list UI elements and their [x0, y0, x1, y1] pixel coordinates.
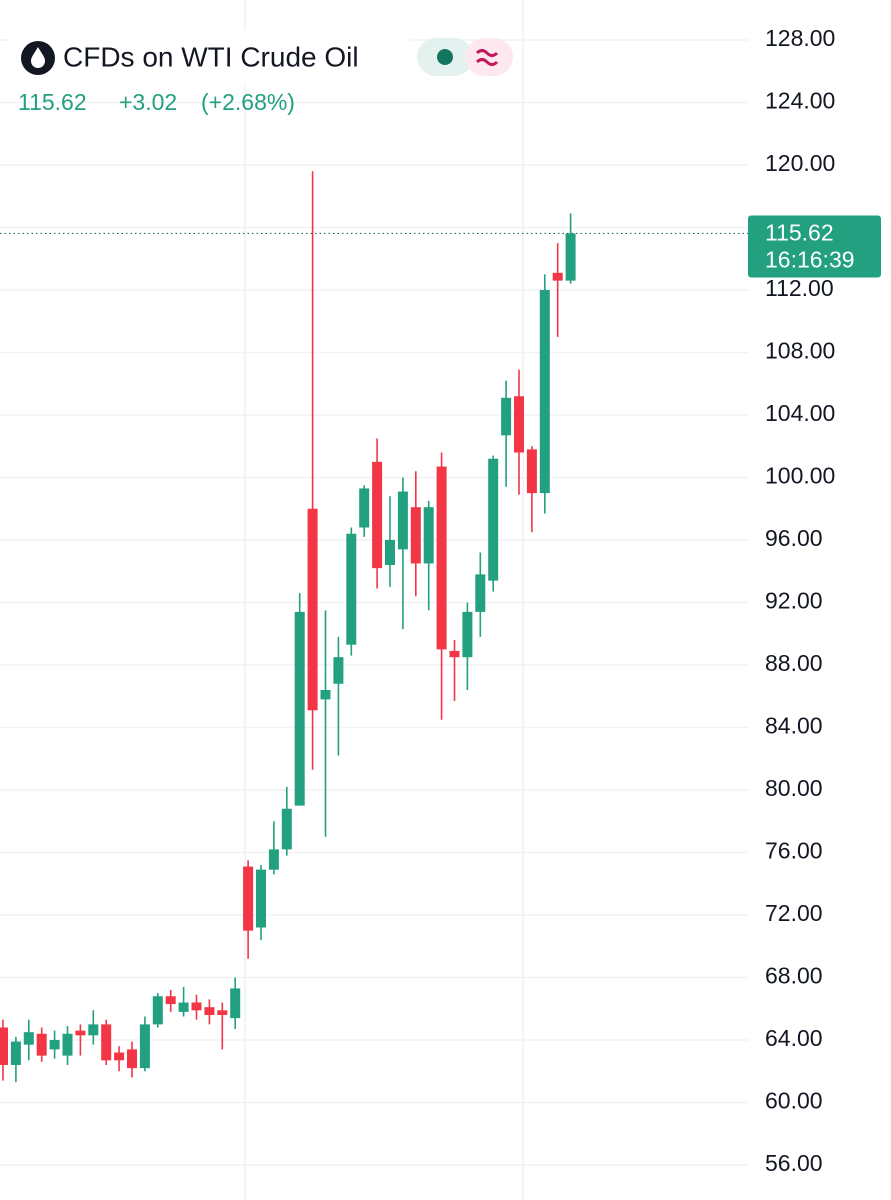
candle-body [268, 849, 279, 870]
candle-body [152, 996, 163, 1025]
y-tick-label: 76.00 [765, 838, 823, 864]
y-tick-label: 60.00 [765, 1088, 823, 1114]
candle-body [423, 507, 434, 564]
y-tick-label: 92.00 [765, 588, 823, 614]
candle-body [101, 1024, 112, 1061]
plot [0, 39, 748, 1166]
candle-body [526, 449, 537, 494]
y-tick-label: 104.00 [765, 400, 835, 426]
candle-body [75, 1030, 86, 1036]
chart-title: CFDs on WTI Crude Oil [63, 41, 359, 72]
last-price-box [748, 215, 881, 278]
candle-body [488, 458, 499, 581]
candle-body [62, 1033, 73, 1056]
candle-body [204, 1007, 215, 1015]
candle-body [333, 657, 344, 684]
candle-body [514, 396, 524, 453]
candle-body [230, 988, 241, 1019]
candle-body [23, 1032, 34, 1045]
header-change: +3.02 [119, 89, 177, 115]
candle-body [243, 866, 254, 931]
candle-body [178, 1002, 189, 1012]
y-tick-label: 120.00 [765, 150, 835, 176]
candle-body [217, 1010, 228, 1015]
candle-body [281, 808, 292, 850]
candle-body [320, 690, 331, 700]
candle-body [165, 996, 176, 1005]
candle-body [385, 540, 395, 565]
candle-body [410, 507, 421, 564]
candle-body [462, 611, 473, 658]
y-axis: 56.00 60.00 64.00 68.00 72.00 76.00 80.00 84.00… [748, 25, 881, 1176]
candle-body [449, 650, 460, 658]
header-bg [8, 30, 410, 86]
candle-body [397, 491, 408, 550]
candle-body [552, 272, 563, 281]
last-price-label: 115.62 [765, 220, 834, 246]
y-tick-label: 84.00 [765, 713, 823, 739]
y-tick-label: 108.00 [765, 338, 835, 364]
candle-body [36, 1033, 47, 1056]
legend-header: CFDs on WTI Crude Oil 115.62 +3.02 (+2.6… [8, 30, 513, 115]
candle-body [139, 1024, 150, 1069]
y-tick-label: 68.00 [765, 963, 823, 989]
candle-body [191, 1002, 202, 1011]
y-tick-label: 80.00 [765, 775, 823, 801]
y-tick-label: 64.00 [765, 1025, 823, 1051]
candle-body [372, 461, 383, 569]
candle-body [294, 611, 305, 806]
y-tick-label: 100.00 [765, 463, 835, 489]
candle-body [565, 233, 576, 281]
candle-body [114, 1052, 125, 1061]
y-tick-label: 96.00 [765, 525, 823, 551]
cfd-icon [475, 49, 499, 66]
y-tick-label: 124.00 [765, 88, 835, 114]
y-tick-label: 56.00 [765, 1150, 823, 1176]
cfd-pill [465, 38, 513, 76]
candle-body [346, 533, 357, 645]
last-time-label: 16:16:39 [765, 247, 855, 273]
y-tick-label: 88.00 [765, 650, 823, 676]
market-open-dot [437, 49, 453, 65]
candle-body [539, 290, 550, 494]
header-change-pct: (+2.68%) [201, 89, 295, 115]
y-tick-label: 128.00 [765, 25, 835, 51]
candle-body [475, 574, 486, 612]
header-price: 115.62 [18, 89, 87, 115]
y-tick-label: 112.00 [765, 275, 834, 301]
candle-body [49, 1040, 60, 1050]
candle-body [501, 397, 512, 436]
candle-body [256, 869, 266, 928]
candle-body [436, 466, 447, 650]
candle-body [0, 1027, 8, 1065]
candle-body [307, 508, 318, 711]
y-tick-label: 72.00 [765, 900, 823, 926]
candle-body [127, 1049, 137, 1069]
drop-icon [31, 47, 45, 68]
candle-body [88, 1024, 99, 1036]
candle-body [359, 488, 370, 528]
candle-body [10, 1041, 21, 1065]
